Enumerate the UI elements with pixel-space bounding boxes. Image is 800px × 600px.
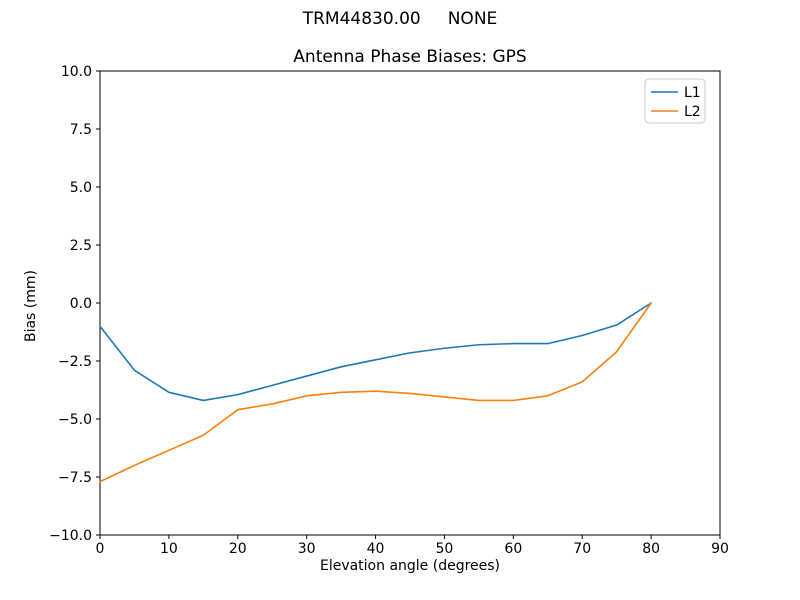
y-tick-label: 10.0 (61, 64, 92, 80)
y-tick-label: 7.5 (70, 122, 92, 138)
series-line-L1 (99, 302, 652, 402)
y-tick-label: −10.0 (49, 528, 92, 544)
x-tick-label: 40 (367, 541, 385, 557)
figure-suptitle: TRM44830.00 NONE (302, 9, 498, 29)
y-tick-label: −2.5 (58, 354, 92, 370)
y-tick-label: −7.5 (58, 470, 92, 486)
legend-box (644, 78, 706, 124)
x-axis-label: Elevation angle (degrees) (319, 558, 501, 574)
x-tick-label: 90 (711, 541, 729, 557)
x-tick-label: 10 (160, 541, 178, 557)
x-tick-label: 20 (229, 541, 247, 557)
legend-label-L2: L2 (684, 104, 701, 120)
x-tick-label: 50 (436, 541, 454, 557)
plot-frame (99, 70, 721, 536)
x-tick-label: 80 (642, 541, 660, 557)
y-tick-label: 5.0 (70, 180, 92, 196)
y-tick-label: 0.0 (70, 296, 92, 312)
legend-label-L1: L1 (684, 85, 701, 101)
chart-title: Antenna Phase Biases: GPS (293, 47, 527, 67)
x-tick-label: 70 (573, 541, 591, 557)
y-tick-label: 2.5 (70, 238, 92, 254)
y-tick-label: −5.0 (58, 412, 92, 428)
y-axis-label: Bias (mm) (23, 269, 39, 343)
x-tick-label: 0 (96, 541, 105, 557)
series-line-L2 (99, 302, 652, 483)
x-tick-label: 60 (504, 541, 522, 557)
x-tick-label: 30 (298, 541, 316, 557)
